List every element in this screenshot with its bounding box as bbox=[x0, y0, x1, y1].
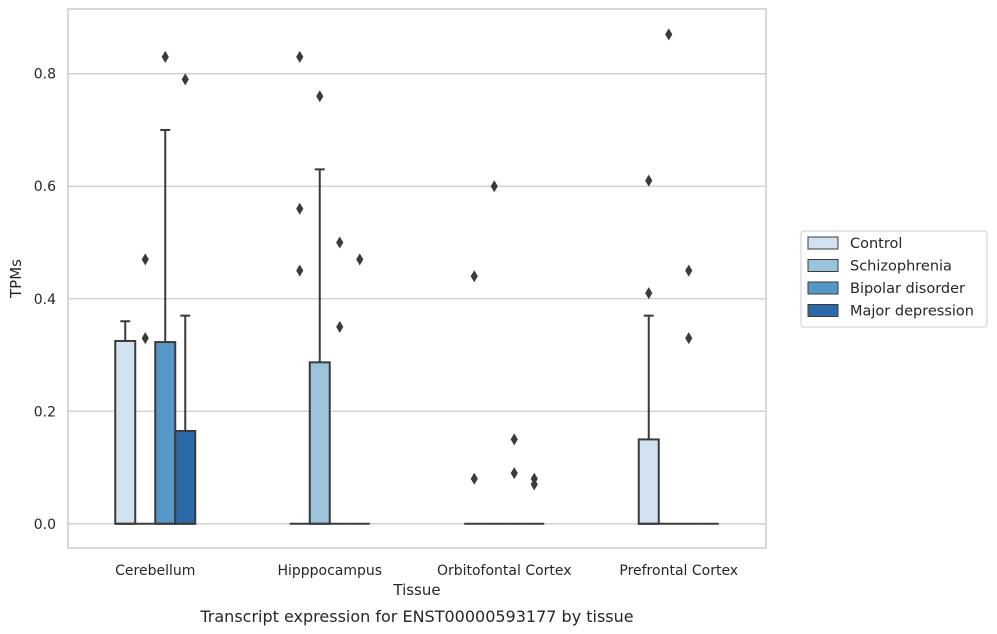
box-body bbox=[174, 429, 197, 525]
box-bipolar-disorder bbox=[678, 264, 699, 525]
outlier-point bbox=[510, 467, 518, 480]
y-tick-label: 0.6 bbox=[34, 179, 56, 195]
y-tick-label: 0.0 bbox=[34, 517, 56, 533]
box-control bbox=[114, 320, 137, 525]
outlier-point bbox=[336, 320, 344, 333]
outlier-point bbox=[141, 332, 149, 345]
legend-swatch bbox=[807, 236, 839, 250]
outlier-point bbox=[510, 433, 518, 446]
box-body bbox=[154, 341, 177, 525]
outlier-point bbox=[336, 236, 344, 249]
box-schizophrenia bbox=[658, 28, 679, 525]
box-control bbox=[289, 50, 310, 525]
chart-caption: Transcript expression for ENST0000059317… bbox=[199, 607, 633, 626]
x-tick-label: Orbitofontal Cortex bbox=[437, 563, 572, 579]
outlier-point bbox=[316, 90, 324, 103]
x-axis-ticks: Cerebellum Hipppocampus Orbitofontal Corte… bbox=[115, 563, 738, 579]
x-axis-label: Tissue bbox=[392, 581, 440, 599]
outlier-point bbox=[490, 180, 498, 193]
outlier-point bbox=[470, 472, 478, 485]
outlier-point bbox=[685, 264, 693, 277]
legend-entry: Control bbox=[850, 236, 902, 252]
x-tick-label: Cerebellum bbox=[115, 563, 195, 579]
x-tick-label: Prefrontal Cortex bbox=[619, 563, 738, 579]
y-tick-label: 0.2 bbox=[34, 404, 56, 420]
outlier-point bbox=[296, 264, 304, 277]
outlier-point bbox=[685, 332, 693, 345]
outlier-point bbox=[530, 478, 538, 491]
x-tick-label: Hipppocampus bbox=[277, 563, 382, 579]
outlier-point bbox=[645, 287, 653, 300]
box-control bbox=[464, 270, 485, 525]
box-bipolar-disorder bbox=[154, 50, 177, 525]
box-major-depression bbox=[349, 253, 370, 525]
outlier-point bbox=[645, 174, 653, 187]
outlier-point bbox=[161, 50, 169, 63]
box-series bbox=[114, 28, 719, 525]
outlier-point bbox=[470, 270, 478, 283]
legend-entry: Bipolar disorder bbox=[850, 281, 965, 297]
box-major-depression bbox=[524, 472, 545, 525]
legend: Control Schizophrenia Bipolar disorder Majo… bbox=[800, 230, 988, 328]
box-schizophrenia bbox=[484, 180, 505, 525]
box-bipolar-disorder bbox=[329, 236, 350, 525]
box-schizophrenia bbox=[135, 253, 156, 525]
box-body bbox=[637, 438, 660, 525]
legend-entry: Schizophrenia bbox=[850, 259, 952, 275]
box-body bbox=[114, 339, 137, 525]
y-axis-label: TPMs bbox=[7, 259, 25, 299]
legend-swatch bbox=[807, 259, 839, 272]
box-control bbox=[637, 174, 660, 525]
outlier-point bbox=[665, 28, 673, 41]
box-bipolar-disorder bbox=[504, 433, 525, 525]
y-tick-label: 0.4 bbox=[34, 292, 56, 308]
outlier-point bbox=[296, 202, 304, 215]
y-tick-label: 0.8 bbox=[34, 67, 56, 83]
box-major-depression bbox=[174, 73, 197, 525]
outlier-point bbox=[296, 50, 304, 63]
y-axis-ticks: 0.0 0.2 0.4 0.6 0.8 bbox=[34, 67, 56, 533]
outlier-point bbox=[181, 73, 189, 86]
legend-entry: Major depression bbox=[850, 304, 974, 320]
legend-swatch bbox=[807, 281, 839, 295]
outlier-point bbox=[356, 253, 364, 266]
legend-frame bbox=[800, 230, 988, 328]
box-body bbox=[308, 361, 331, 525]
box-schizophrenia bbox=[308, 90, 331, 525]
plot-area-frame bbox=[67, 8, 767, 549]
legend-swatch bbox=[807, 304, 839, 317]
outlier-point bbox=[141, 253, 149, 266]
